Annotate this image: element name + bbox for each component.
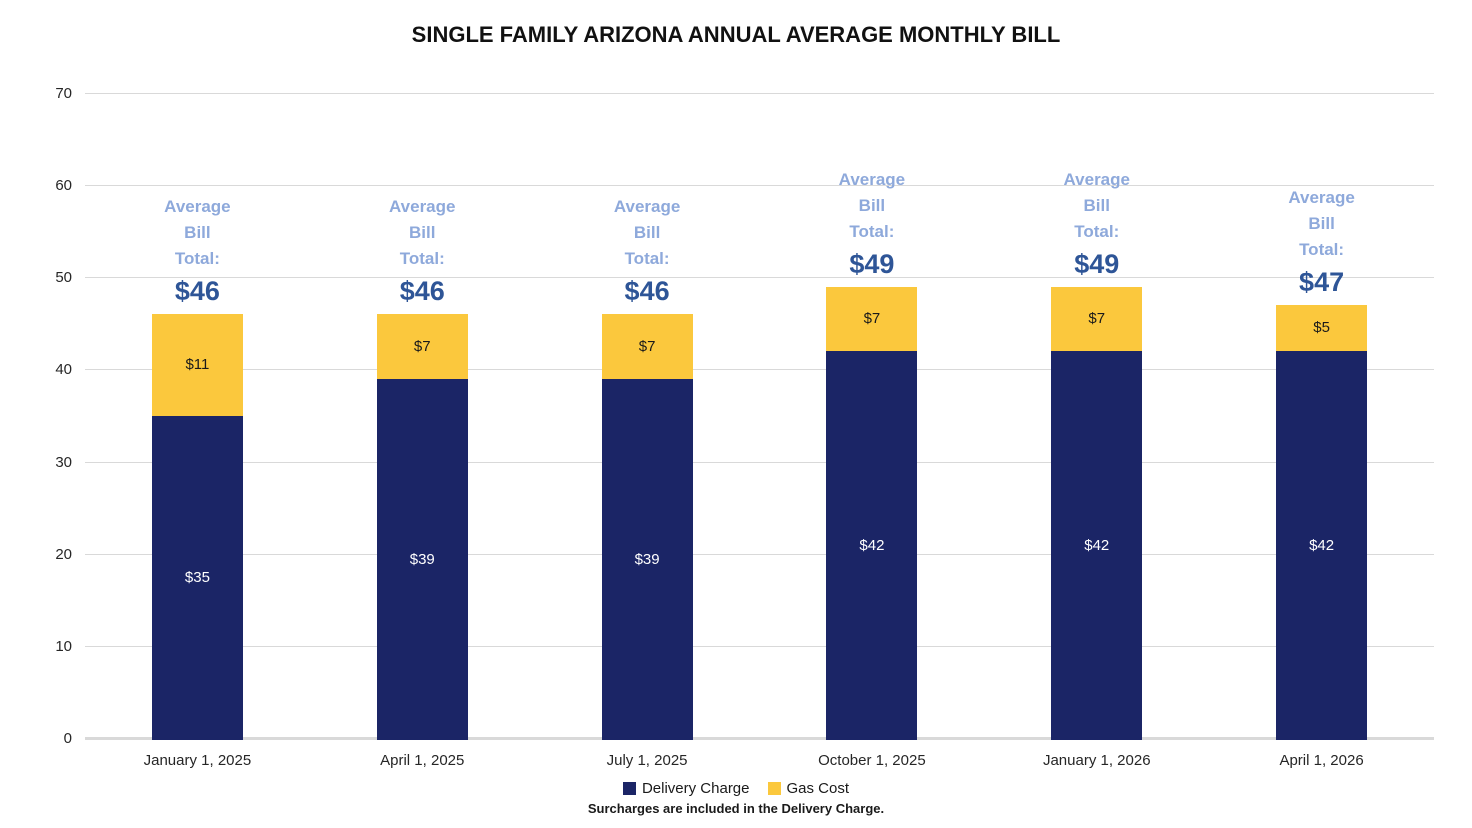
delivery-charge-segment: $39	[376, 378, 468, 740]
average-bill-caption-line: Bill	[1083, 195, 1110, 215]
x-axis-label: April 1, 2026	[1279, 752, 1364, 769]
bar-April 1, 2025: $7 $39	[376, 314, 468, 740]
average-bill-caption-line: Bill	[858, 195, 886, 215]
x-axis-line	[85, 737, 1434, 740]
gas-cost-value-label: $7	[638, 337, 656, 355]
delivery-charge-value-label: $39	[634, 550, 660, 568]
delivery-charge-value-label: $42	[1084, 537, 1110, 554]
gridline	[85, 646, 1434, 647]
gas-cost-value-label: $7	[1088, 310, 1106, 328]
gas-cost-value-label: $7	[413, 337, 431, 355]
average-bill-total-label: Average Bill Total: $46	[117, 194, 277, 306]
average-bill-total-label: Average Bill Total: $49	[792, 167, 952, 279]
average-bill-total-value: $46	[624, 276, 670, 307]
y-axis-tick-label: 50	[55, 269, 72, 286]
bar-January 1, 2026: $7 $42	[1051, 286, 1143, 740]
gridline	[85, 554, 1434, 555]
gas-cost-segment: $7	[601, 314, 693, 379]
gas-cost-value-label: $7	[863, 310, 881, 328]
gas-cost-segment: $11	[151, 314, 243, 416]
gas-cost-value-label: $11	[185, 356, 210, 374]
average-bill-caption-line: Total:	[849, 221, 895, 241]
legend-item-delivery-charge: Delivery Charge	[622, 780, 750, 797]
x-axis-label: April 1, 2025	[380, 752, 465, 769]
y-axis-tick-label: 70	[55, 85, 72, 102]
average-bill-caption-line: Bill	[184, 223, 211, 243]
delivery-charge-segment: $42	[826, 351, 918, 740]
y-axis-tick-label: 60	[55, 177, 72, 194]
delivery-charge-segment: $42	[1051, 351, 1143, 740]
bar-October 1, 2025: $7 $42	[826, 286, 918, 740]
bar-July 1, 2025: $7 $39	[601, 314, 693, 740]
average-bill-total-value: $46	[399, 276, 445, 307]
gridline	[85, 185, 1434, 186]
average-bill-caption-line: Total:	[624, 249, 670, 269]
delivery-charge-value-label: $42	[859, 537, 885, 554]
average-bill-caption-line: Bill	[633, 223, 661, 243]
gas-cost-segment: $7	[1051, 286, 1143, 351]
y-axis-tick-label: 10	[55, 638, 72, 655]
average-bill-caption-line: Bill	[409, 223, 436, 243]
delivery-charge-value-label: $42	[1309, 537, 1335, 554]
average-bill-total-value: $46	[174, 276, 220, 307]
legend-item-gas-cost: Gas Cost	[767, 780, 850, 797]
gas-cost-segment: $7	[826, 286, 918, 351]
delivery-charge-value-label: $39	[409, 550, 435, 568]
legend: Delivery Charge Gas Cost	[0, 780, 1472, 797]
gas-cost-segment: $5	[1276, 304, 1368, 351]
bar-April 1, 2026: $5 $42	[1276, 304, 1368, 740]
delivery-charge-segment: $35	[151, 415, 243, 740]
gas-cost-segment: $7	[376, 314, 468, 379]
average-bill-total-label: Average Bill Total: $49	[1017, 167, 1177, 279]
gridline	[85, 93, 1434, 94]
average-bill-caption-line: Average	[164, 197, 231, 217]
average-bill-caption-line: Average	[613, 197, 681, 217]
average-bill-total-label: Average Bill Total: $46	[342, 194, 502, 306]
delivery-charge-segment: $42	[1276, 351, 1368, 740]
average-bill-total-value: $47	[1299, 266, 1345, 297]
average-bill-caption-line: Total:	[1074, 221, 1120, 241]
delivery-charge-swatch	[622, 782, 636, 795]
gridline	[85, 277, 1434, 278]
x-axis-label: January 1, 2026	[1042, 752, 1151, 769]
x-axis-label: July 1, 2025	[606, 752, 688, 769]
average-bill-caption-line: Bill	[1308, 213, 1335, 233]
chart-title: SINGLE FAMILY ARIZONA ANNUAL AVERAGE MON…	[411, 22, 1061, 47]
average-bill-total-value: $49	[849, 248, 895, 279]
delivery-charge-value-label: $35	[184, 569, 210, 587]
delivery-charge-segment: $39	[601, 378, 693, 740]
average-bill-total-value: $49	[1074, 248, 1120, 279]
average-bill-total-label: Average Bill Total: $46	[567, 194, 727, 306]
gridline	[85, 462, 1434, 463]
legend-label-delivery-charge: Delivery Charge	[641, 780, 750, 797]
y-axis-tick-label: 20	[55, 546, 72, 563]
x-axis-label: January 1, 2025	[143, 752, 252, 769]
average-bill-total-label: Average Bill Total: $47	[1242, 185, 1402, 297]
average-bill-caption-line: Average	[1288, 187, 1355, 207]
legend-label-gas-cost: Gas Cost	[786, 780, 850, 797]
average-bill-caption-line: Total:	[399, 249, 445, 269]
x-axis-label: October 1, 2025	[818, 752, 926, 769]
gas-cost-value-label: $5	[1313, 319, 1330, 337]
footnote: Surcharges are included in the Delivery …	[587, 801, 885, 816]
gridline	[85, 369, 1434, 370]
gas-cost-swatch	[767, 782, 781, 795]
average-bill-caption-line: Average	[1063, 169, 1130, 189]
bar-January 1, 2025: $11 $35	[151, 314, 243, 740]
y-axis-tick-label: 0	[63, 730, 72, 747]
y-axis-tick-label: 30	[55, 454, 72, 471]
y-axis-tick-label: 40	[55, 361, 72, 378]
average-bill-caption-line: Average	[838, 169, 906, 189]
average-bill-caption-line: Average	[389, 197, 456, 217]
average-bill-caption-line: Total:	[1299, 239, 1345, 259]
average-bill-caption-line: Total:	[174, 249, 220, 269]
